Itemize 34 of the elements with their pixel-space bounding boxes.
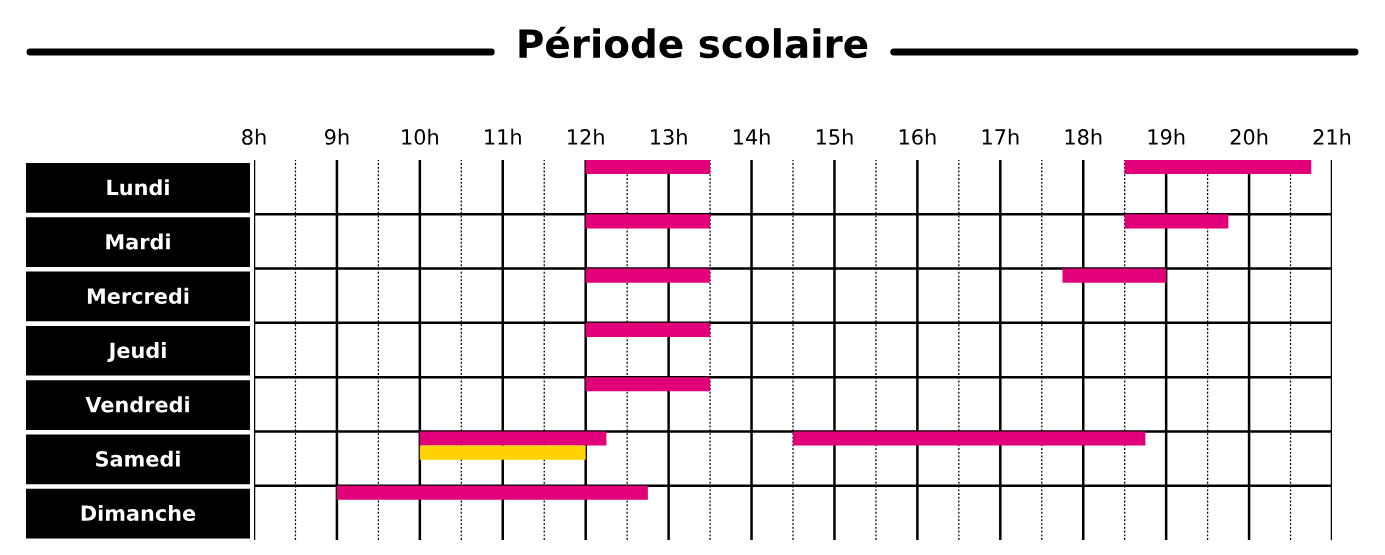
x-tick-label: 13h bbox=[651, 128, 687, 145]
x-tick-label: 12h bbox=[568, 128, 604, 145]
bar bbox=[585, 322, 711, 337]
chart-title: Période scolaire bbox=[519, 26, 868, 59]
bar bbox=[419, 431, 607, 446]
x-tick-label: 8h bbox=[242, 128, 266, 145]
x-tick-label: 18h bbox=[1065, 128, 1102, 145]
y-tick-label: Samedi bbox=[96, 450, 180, 467]
y-tick-label: Vendredi bbox=[85, 396, 189, 413]
y-tick-label: Mardi bbox=[106, 233, 170, 250]
bar bbox=[585, 377, 711, 392]
x-tick-label: 21h bbox=[1313, 128, 1351, 145]
x-tick-label: 9h bbox=[325, 128, 349, 145]
bar bbox=[1062, 268, 1167, 283]
x-tick-label: 10h bbox=[402, 128, 438, 145]
x-tick-label: 16h bbox=[899, 128, 936, 145]
x-tick-label: 19h bbox=[1148, 128, 1185, 145]
x-tick-label: 11h bbox=[485, 128, 521, 145]
y-tick-label: Dimanche bbox=[81, 504, 196, 522]
x-tick-label: 15h bbox=[816, 128, 853, 145]
bar bbox=[336, 485, 648, 500]
bar bbox=[585, 268, 711, 283]
bar bbox=[585, 160, 711, 175]
x-tick-label: 14h bbox=[733, 128, 770, 145]
x-tick-label: 20h bbox=[1230, 128, 1268, 145]
bar bbox=[1124, 214, 1229, 229]
bar bbox=[419, 445, 586, 460]
bar bbox=[793, 431, 1146, 446]
y-tick-label: Mercredi bbox=[87, 287, 189, 304]
y-tick-label: Jeudi bbox=[107, 342, 166, 363]
y-tick-label: Lundi bbox=[107, 179, 169, 196]
bar bbox=[585, 214, 711, 229]
bar bbox=[1124, 160, 1312, 175]
x-tick-label: 17h bbox=[982, 128, 1019, 145]
